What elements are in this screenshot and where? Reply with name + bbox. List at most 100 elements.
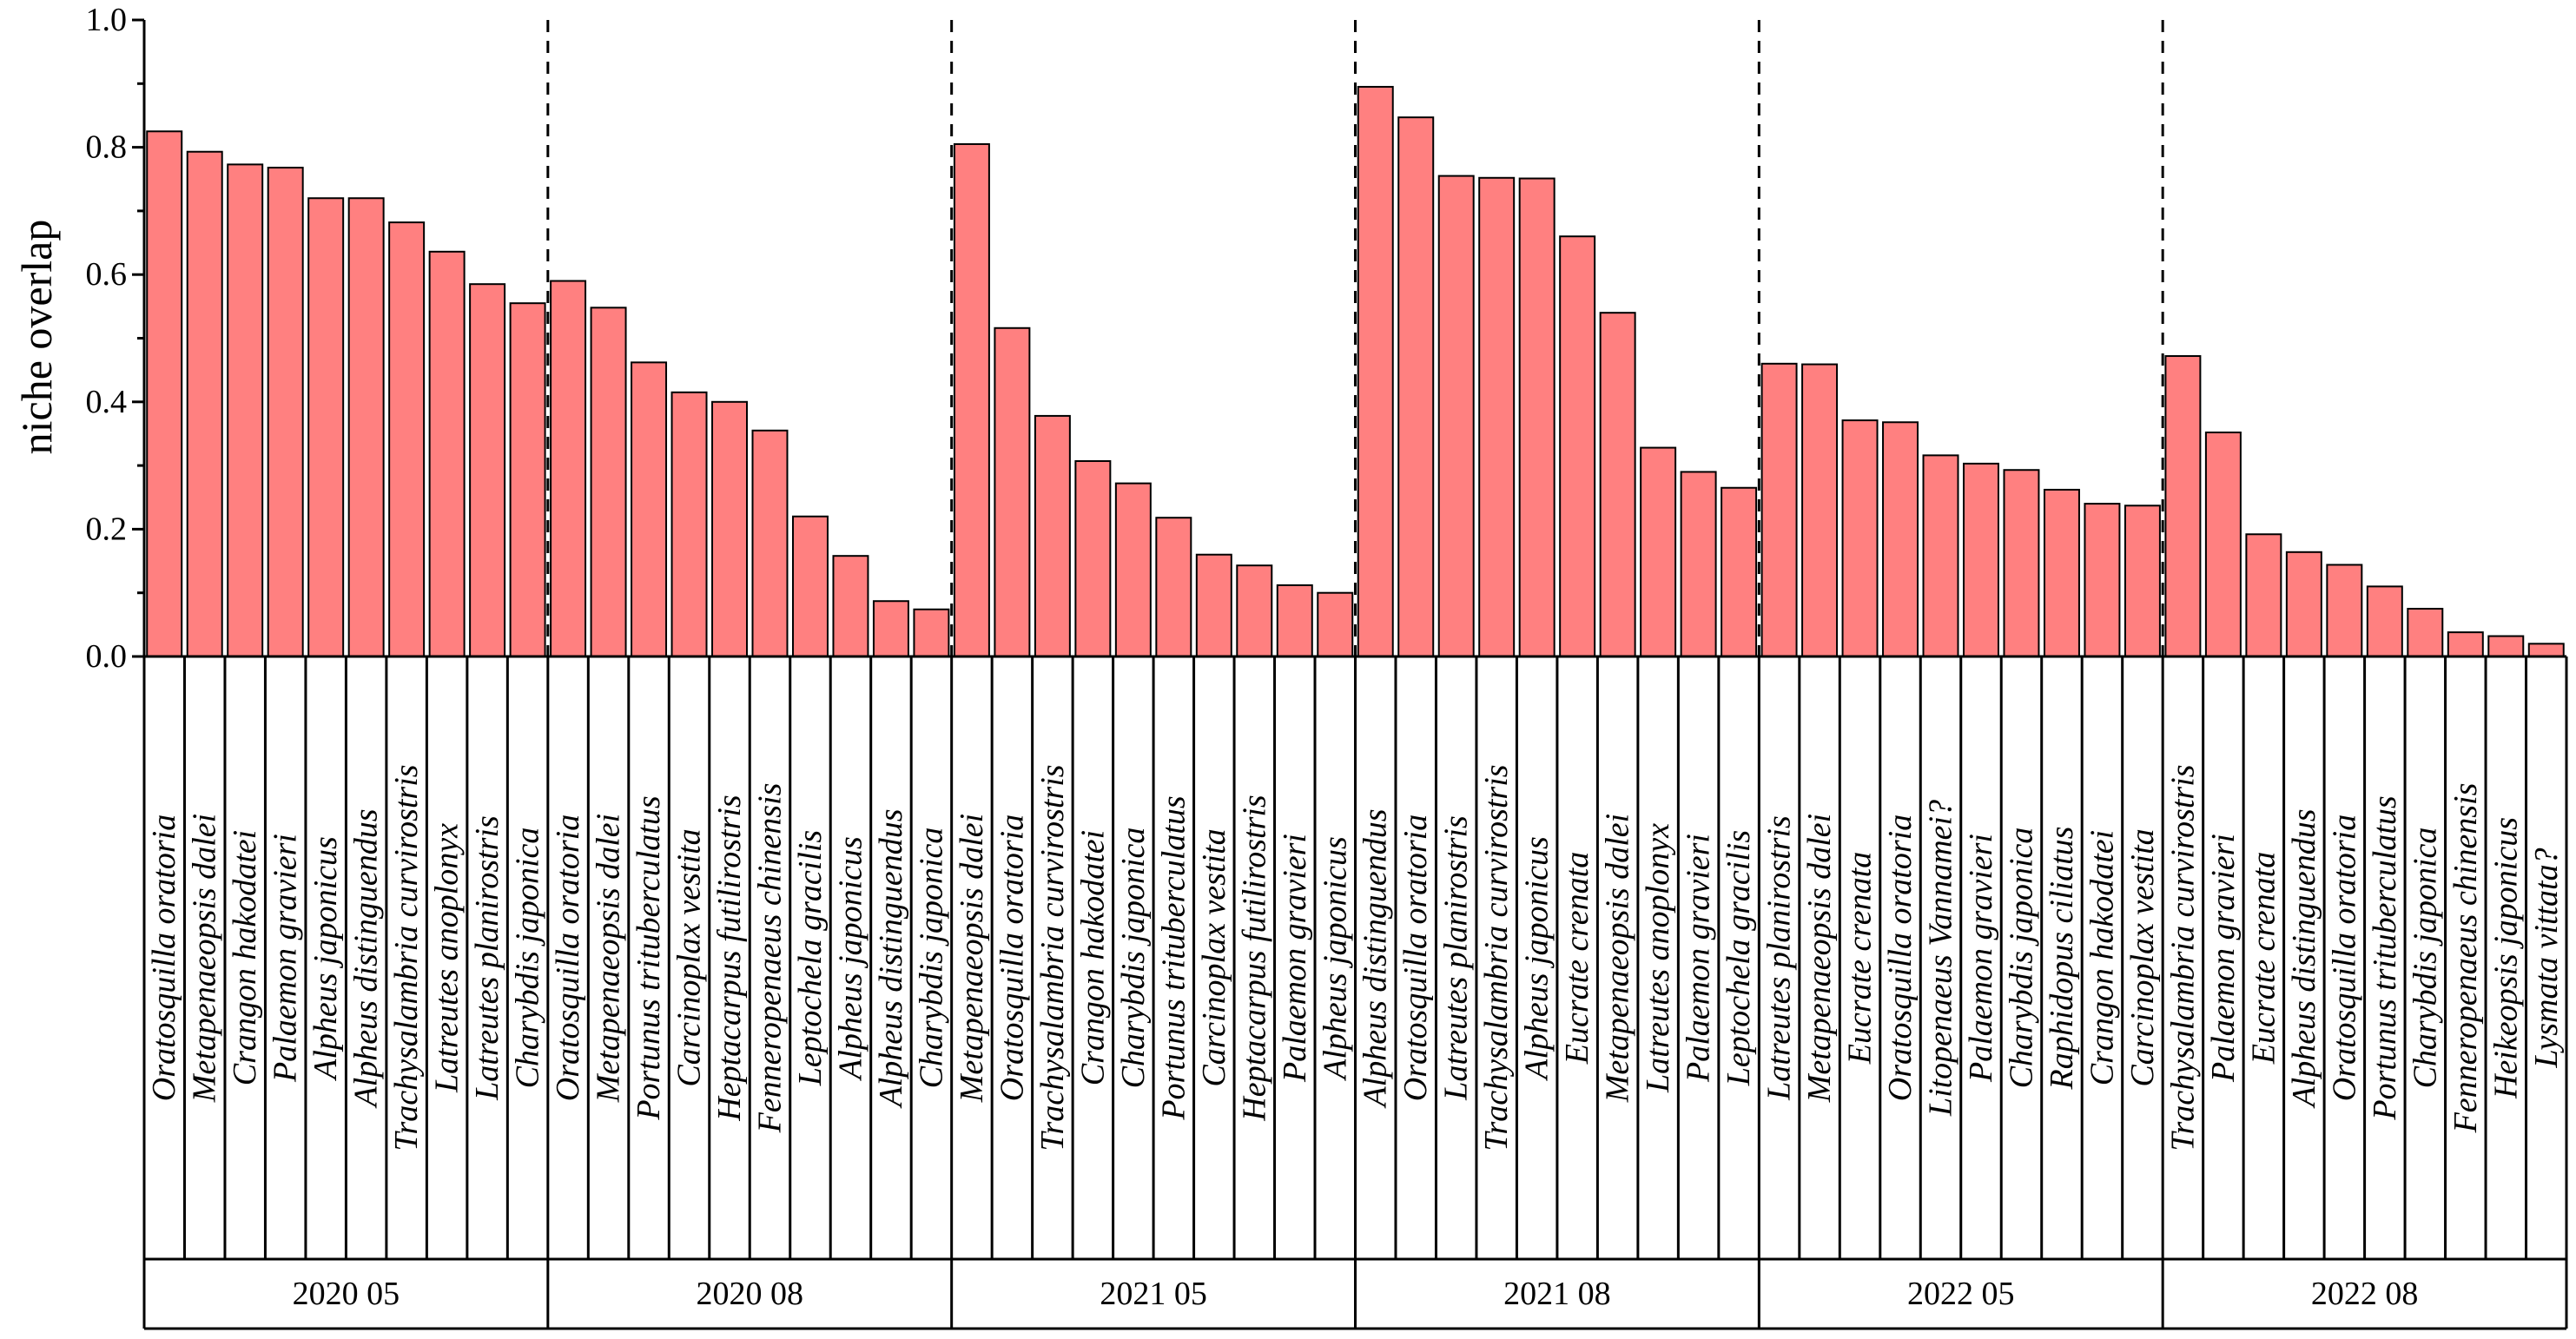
category-label: Portunus trituberculatus <box>2367 795 2403 1120</box>
bar <box>2245 533 2282 657</box>
category-label: Charybdis japonica <box>913 828 949 1089</box>
bar <box>2527 643 2565 658</box>
category-table <box>142 655 2568 1330</box>
bar <box>1760 362 1798 657</box>
category-label: Leptochela gracilis <box>792 830 829 1086</box>
bar <box>1599 312 1636 657</box>
category-label: Heptacarpus futilirostris <box>711 795 748 1121</box>
group-labels: 2020 05 2020 08 2021 05 2021 08 2022 05 2022 … <box>293 1276 2419 1312</box>
category-label: Fenneropenaeus chinensis <box>751 783 788 1134</box>
bar <box>1801 363 1839 657</box>
group-label: 2021 05 <box>1100 1276 1207 1312</box>
bar <box>227 163 264 658</box>
category-label: Leptochela gracilis <box>1721 830 1757 1086</box>
bar <box>509 302 546 657</box>
bar <box>1478 176 1516 657</box>
bar <box>832 555 869 657</box>
category-label: Palaemon gravieri <box>1681 834 1717 1083</box>
category-label: Metapenaeopsis dalei <box>1600 814 1636 1103</box>
category-label: Trachysalambria curvirostris <box>2164 764 2201 1151</box>
category-label: Oratosquilla oratoria <box>146 815 182 1101</box>
bar <box>913 608 950 657</box>
category-label: Alpheus japonicus <box>1317 836 1353 1082</box>
category-label: Oratosquilla oratoria <box>550 815 586 1101</box>
category-label: Oratosquilla oratoria <box>994 815 1030 1101</box>
bars-layer <box>146 85 2565 658</box>
bar <box>1640 446 1677 657</box>
bar <box>2285 551 2322 658</box>
category-label: Carcinoplax vestita <box>671 828 708 1086</box>
group-label: 2020 08 <box>697 1276 804 1312</box>
y-tick-label: 1.0 <box>86 2 128 38</box>
category-label: Metapenaeopsis dalei <box>591 814 627 1103</box>
group-label: 2022 08 <box>2311 1276 2419 1312</box>
category-label: Charybdis japonica <box>2407 828 2443 1089</box>
group-label: 2021 08 <box>1503 1276 1611 1312</box>
category-label: Crangon hakodatei <box>1074 830 1111 1085</box>
bar <box>1276 584 1313 657</box>
bar <box>2326 564 2363 657</box>
category-label: Alpheus japonicus <box>1519 836 1556 1082</box>
bar <box>1195 553 1232 657</box>
category-label: Alpheus distinguendus <box>348 808 385 1109</box>
bar <box>631 361 668 657</box>
category-label: Lysmata vittata? <box>2528 848 2565 1068</box>
bar <box>1397 116 1435 658</box>
bar <box>1317 591 1354 658</box>
y-tick-label: 0.2 <box>86 511 128 547</box>
bar <box>2407 608 2444 658</box>
category-label: Portunus trituberculatus <box>631 795 667 1120</box>
category-label: Eucrate crenata <box>1559 852 1595 1065</box>
bar <box>1357 85 1394 657</box>
bar <box>1721 486 1758 657</box>
category-label: Metapenaeopsis dalei <box>1801 814 1838 1103</box>
bar <box>550 280 587 657</box>
bar <box>428 250 466 657</box>
bar <box>1114 482 1152 658</box>
bar <box>1841 419 1879 657</box>
category-label: Crangon hakodatei <box>2084 830 2120 1085</box>
bar <box>2487 635 2525 658</box>
category-label: Oratosquilla oratoria <box>1882 815 1919 1101</box>
y-tick-label: 0.0 <box>86 638 128 675</box>
category-label: Palaemon gravieri <box>1963 834 1999 1083</box>
category-label: Palaemon gravieri <box>268 834 304 1083</box>
bar <box>146 130 183 657</box>
category-label: Charybdis japonica <box>2003 828 2039 1089</box>
bar <box>2043 488 2080 657</box>
y-axis: 0.0 0.2 0.4 0.6 0.8 1.0 <box>86 2 146 675</box>
bar <box>1963 462 1999 657</box>
category-label: Eucrate crenata <box>2245 852 2282 1065</box>
bar <box>711 400 748 657</box>
category-label: Trachysalambria curvirostris <box>388 764 425 1151</box>
category-label: Metapenaeopsis dalei <box>954 814 990 1103</box>
bar <box>1559 235 1596 657</box>
group-label: 2020 05 <box>293 1276 400 1312</box>
category-label: Trachysalambria curvirostris <box>1478 764 1515 1151</box>
bar <box>307 197 345 658</box>
category-label: Alpheus distinguendus <box>2286 808 2322 1109</box>
bar <box>2003 469 2040 658</box>
bar <box>2204 431 2242 657</box>
bar <box>670 391 708 657</box>
category-label: Latreutes planirostris <box>469 815 505 1101</box>
bar <box>267 167 304 657</box>
category-label: Portunus trituberculatus <box>1155 795 1192 1120</box>
category-label: Palaemon gravieri <box>1277 834 1313 1083</box>
category-label: Oratosquilla oratoria <box>2326 815 2362 1101</box>
species-labels: Oratosquilla oratoria Metapenaeopsis dale… <box>146 764 2565 1151</box>
y-axis-title: niche overlap <box>12 220 61 455</box>
bar <box>347 197 385 658</box>
category-label: Latreutes planirostris <box>1761 815 1798 1101</box>
bar <box>1680 471 1717 657</box>
category-label: Latreutes anoplonyx <box>1640 823 1676 1093</box>
y-tick-label: 0.6 <box>86 256 128 293</box>
bar <box>872 600 909 658</box>
bar <box>791 515 829 657</box>
bar <box>2366 585 2403 657</box>
category-label: Carcinoplax vestita <box>1196 828 1232 1086</box>
category-label: Trachysalambria curvirostris <box>1034 764 1071 1151</box>
bar <box>1437 175 1475 657</box>
category-label: Heptacarpus futilirostris <box>1236 795 1272 1121</box>
